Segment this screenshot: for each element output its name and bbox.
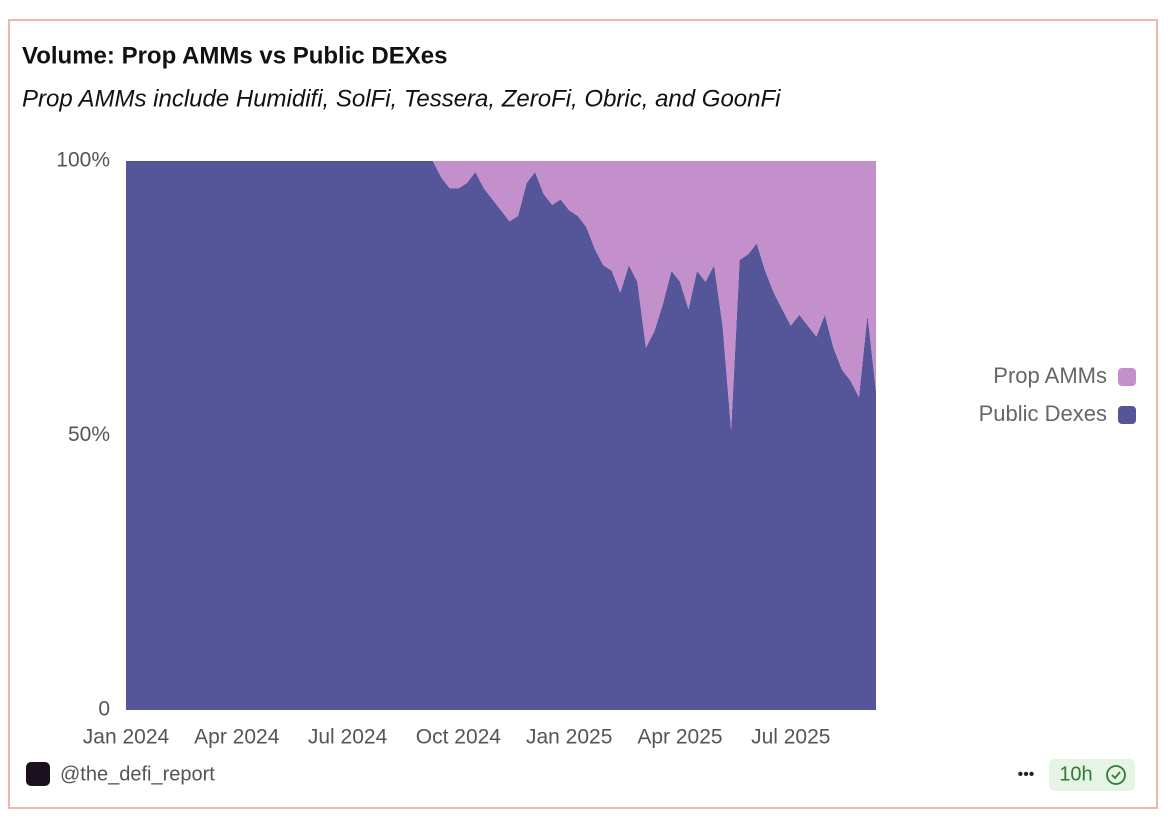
legend-label: Prop AMMs (993, 363, 1107, 388)
x-tick-label: Apr 2024 (194, 726, 280, 749)
avatar (26, 762, 50, 786)
verified-check (1111, 771, 1121, 780)
y-tick-label: 100% (56, 149, 110, 172)
x-tick-label: Jul 2025 (751, 726, 830, 749)
verified-icon (1106, 765, 1126, 785)
x-tick-label: Oct 2024 (416, 726, 502, 749)
y-tick-label: 50% (68, 423, 110, 446)
legend-swatch (1118, 406, 1136, 424)
x-tick-label: Jan 2025 (526, 726, 612, 749)
menu-button[interactable]: ••• (1018, 766, 1035, 783)
chart-subtitle: Prop AMMs include Humidifi, SolFi, Tesse… (22, 85, 781, 112)
x-tick-label: Jul 2024 (308, 726, 388, 749)
x-tick-label: Jan 2024 (83, 726, 170, 749)
area (126, 161, 876, 431)
y-tick-label: 0 (98, 698, 110, 721)
time-label: 10h (1059, 763, 1092, 785)
footer-handle[interactable]: @the_defi_report (60, 763, 215, 785)
legend-label: Public Dexes (979, 401, 1107, 426)
area (126, 161, 876, 710)
card-border (8, 19, 1158, 809)
chart-title: Volume: Prop AMMs vs Public DEXes (22, 42, 447, 69)
legend-swatch (1118, 368, 1136, 386)
x-tick-label: Apr 2025 (637, 726, 722, 749)
